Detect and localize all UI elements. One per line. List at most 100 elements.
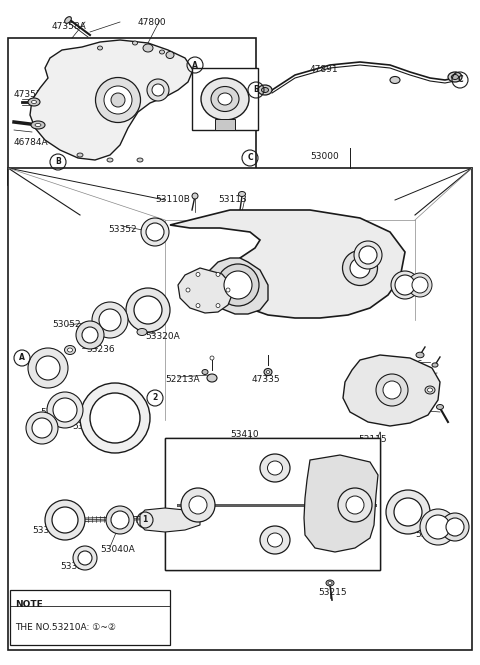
Text: 53320: 53320 [60,562,89,571]
Ellipse shape [260,526,290,554]
Text: 53027: 53027 [218,498,247,507]
Ellipse shape [97,46,103,50]
Ellipse shape [226,288,230,292]
Ellipse shape [134,296,162,324]
Ellipse shape [111,511,129,529]
Ellipse shape [448,72,462,82]
Ellipse shape [224,271,252,299]
Text: 53052: 53052 [52,320,81,329]
Ellipse shape [126,288,170,332]
Ellipse shape [376,374,408,406]
Text: 52216: 52216 [394,360,422,369]
Ellipse shape [137,158,143,162]
Polygon shape [205,258,268,314]
Ellipse shape [326,580,334,586]
Text: NOTE: NOTE [15,600,43,609]
Ellipse shape [416,352,424,358]
Text: A: A [19,354,25,362]
Ellipse shape [328,581,332,585]
Ellipse shape [107,158,113,162]
Ellipse shape [82,327,98,343]
Ellipse shape [428,388,432,392]
Text: 97239: 97239 [210,80,239,89]
Ellipse shape [76,321,104,349]
Ellipse shape [386,490,430,534]
Ellipse shape [32,100,36,104]
Ellipse shape [218,93,232,105]
Polygon shape [178,268,232,313]
Ellipse shape [267,533,283,547]
Text: 53110B: 53110B [155,195,190,204]
Ellipse shape [92,302,128,338]
Text: 53352: 53352 [310,258,338,267]
Text: 53325: 53325 [32,526,60,535]
Ellipse shape [390,76,400,84]
Ellipse shape [35,124,41,126]
Polygon shape [140,508,200,532]
Text: A: A [192,61,198,70]
Ellipse shape [211,86,239,112]
Text: 53610C: 53610C [72,422,107,431]
Ellipse shape [441,513,469,541]
Ellipse shape [186,288,190,292]
Ellipse shape [159,50,165,54]
Ellipse shape [99,309,121,331]
Bar [165,438,380,570]
Ellipse shape [146,223,164,241]
Text: 52115: 52115 [358,435,386,444]
Polygon shape [304,455,378,552]
Ellipse shape [343,251,377,285]
Ellipse shape [391,271,419,299]
Ellipse shape [90,393,140,443]
Ellipse shape [338,488,372,522]
Ellipse shape [436,404,444,410]
Ellipse shape [196,304,200,308]
Ellipse shape [26,412,58,444]
Ellipse shape [201,78,249,120]
Ellipse shape [425,386,435,394]
Ellipse shape [383,381,401,399]
Ellipse shape [216,304,220,308]
Ellipse shape [28,348,68,388]
Ellipse shape [166,51,174,59]
Text: 46784A: 46784A [14,138,48,147]
Ellipse shape [80,383,150,453]
Text: 53215: 53215 [318,588,347,597]
Ellipse shape [207,374,217,382]
Ellipse shape [266,370,269,374]
Ellipse shape [143,44,153,52]
Polygon shape [343,355,440,426]
Text: 47335: 47335 [252,375,281,384]
Ellipse shape [359,246,377,264]
Ellipse shape [258,85,272,95]
Ellipse shape [77,153,83,157]
Bar [165,438,380,570]
Text: 53064: 53064 [40,408,69,417]
Ellipse shape [147,79,169,101]
Ellipse shape [36,356,60,380]
Ellipse shape [137,329,147,336]
Text: 2: 2 [152,394,157,402]
Text: 47800: 47800 [138,18,167,27]
Text: 53610C: 53610C [415,530,450,539]
Ellipse shape [141,218,169,246]
Text: 53236: 53236 [86,345,115,354]
Ellipse shape [260,454,290,482]
Text: 53410: 53410 [230,430,259,439]
Text: 53053: 53053 [118,312,147,321]
Ellipse shape [395,275,415,295]
Ellipse shape [192,193,198,199]
Ellipse shape [202,370,208,374]
Ellipse shape [350,258,370,278]
Text: C: C [457,76,463,84]
Ellipse shape [53,398,77,422]
Ellipse shape [216,273,220,277]
Polygon shape [170,210,405,318]
Text: 1: 1 [143,515,148,525]
Ellipse shape [394,498,422,526]
Ellipse shape [31,121,45,129]
Ellipse shape [446,518,464,536]
Ellipse shape [217,264,259,306]
Text: 53094: 53094 [377,280,406,289]
Ellipse shape [239,192,245,196]
